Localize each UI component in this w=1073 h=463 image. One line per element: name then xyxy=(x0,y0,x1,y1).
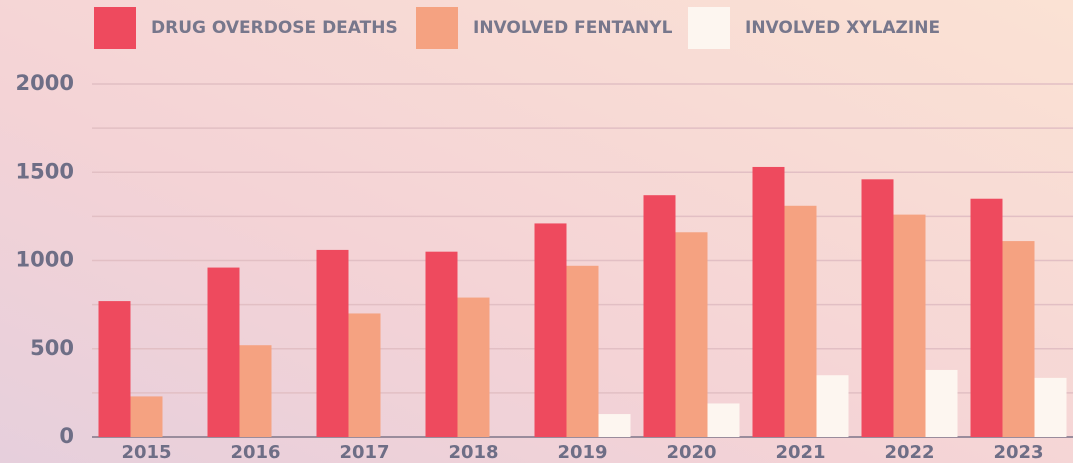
legend-swatch xyxy=(416,7,458,49)
x-tick-label: 2015 xyxy=(121,442,171,463)
legend-label: DRUG OVERDOSE DEATHS xyxy=(151,18,398,38)
legend-swatch xyxy=(94,7,136,49)
bar xyxy=(784,205,817,437)
legend-swatch xyxy=(688,7,730,49)
bar xyxy=(970,198,1003,437)
bar xyxy=(457,297,490,437)
bar xyxy=(675,232,708,437)
y-tick-label: 1500 xyxy=(16,159,74,183)
bar xyxy=(893,214,926,437)
legend-label: INVOLVED XYLAZINE xyxy=(745,18,940,38)
bar xyxy=(239,345,272,437)
y-tick-label: 1000 xyxy=(16,248,74,272)
y-tick-label: 2000 xyxy=(16,71,74,95)
bar xyxy=(1034,377,1067,437)
bar xyxy=(534,223,567,437)
y-tick-label: 0 xyxy=(59,424,74,448)
x-tick-label: 2017 xyxy=(339,442,389,463)
bar xyxy=(643,195,676,437)
bar xyxy=(1002,241,1035,437)
y-tick-label: 500 xyxy=(30,336,74,360)
bar xyxy=(425,251,458,437)
bar xyxy=(316,249,349,437)
bar xyxy=(925,369,958,437)
bar xyxy=(566,265,599,437)
x-tick-label: 2020 xyxy=(666,442,716,463)
bar xyxy=(707,403,740,437)
x-tick-label: 2021 xyxy=(775,442,825,463)
legend-label: INVOLVED FENTANYL xyxy=(473,18,673,38)
bar xyxy=(752,166,785,437)
x-tick-label: 2018 xyxy=(448,442,498,463)
bar xyxy=(130,396,163,437)
x-tick-label: 2016 xyxy=(230,442,280,463)
bar xyxy=(861,179,894,437)
x-tick-label: 2019 xyxy=(557,442,607,463)
x-tick-label: 2023 xyxy=(993,442,1043,463)
bar xyxy=(816,375,849,437)
bar xyxy=(598,414,631,437)
bar xyxy=(207,267,240,437)
x-tick-label: 2022 xyxy=(884,442,934,463)
bar xyxy=(348,313,381,437)
bar xyxy=(98,301,131,437)
